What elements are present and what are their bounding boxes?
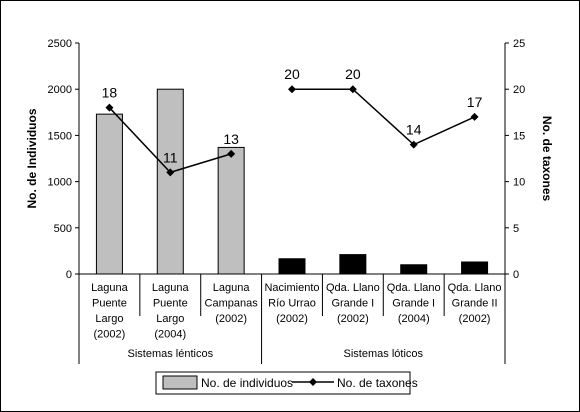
data-label: 13 xyxy=(223,131,239,147)
line-point xyxy=(409,140,418,149)
line-point xyxy=(105,103,114,112)
data-label: 20 xyxy=(284,66,300,82)
y2-tick-label: 5 xyxy=(513,223,519,235)
y-tick-label: 500 xyxy=(54,223,72,235)
category-label: (2004) xyxy=(154,329,186,341)
category-label: (2002) xyxy=(276,313,308,325)
y2-tick-label: 0 xyxy=(513,269,519,281)
category-label: (2004) xyxy=(398,313,430,325)
bar xyxy=(217,146,245,275)
y-tick-label: 1500 xyxy=(48,130,72,142)
category-label: Puente xyxy=(153,298,188,310)
category-label: Campanas xyxy=(205,298,259,310)
category-label: Largo xyxy=(95,313,123,325)
legend-swatch-bars xyxy=(162,375,198,390)
legend-swatch-marker xyxy=(309,378,317,386)
bar xyxy=(400,264,428,275)
legend-label: No. de individuos xyxy=(201,376,293,390)
data-label: 11 xyxy=(163,149,178,165)
y-tick-label: 0 xyxy=(66,269,72,281)
bar xyxy=(339,254,367,275)
category-label: Qda. Llano xyxy=(448,282,502,294)
category-label: Nacimiento xyxy=(264,282,319,294)
data-label: 14 xyxy=(406,122,422,138)
line-point xyxy=(348,85,357,94)
y2-tick-label: 15 xyxy=(513,130,525,142)
group-label: Sistemas lóticos xyxy=(344,348,424,360)
category-label: Río Urrao xyxy=(268,298,316,310)
category-label: (2002) xyxy=(337,313,369,325)
legend-box xyxy=(155,371,411,395)
y-tick-label: 1000 xyxy=(48,177,72,189)
y-tick-label: 2000 xyxy=(48,84,72,96)
category-label: Laguna xyxy=(91,282,129,294)
line-point xyxy=(470,112,479,121)
y2-tick-label: 10 xyxy=(513,177,525,189)
category-label: (2002) xyxy=(215,313,247,325)
category-label: Grande II xyxy=(452,298,498,310)
category-label: Laguna xyxy=(213,282,251,294)
category-label: (2002) xyxy=(459,313,491,325)
group-label: Sistemas lénticos xyxy=(127,348,213,360)
category-label: Largo xyxy=(156,313,184,325)
bar xyxy=(278,258,306,275)
line-point xyxy=(166,168,175,177)
bar xyxy=(156,88,184,275)
y2-tick-label: 20 xyxy=(513,84,525,96)
bar xyxy=(95,113,123,275)
data-label: 20 xyxy=(345,66,361,82)
y2-tick-label: 25 xyxy=(513,38,525,50)
legend-label: No. de taxones xyxy=(337,376,418,390)
y-tick-label: 2500 xyxy=(48,38,72,50)
category-label: Qda. Llano xyxy=(326,282,380,294)
series-line xyxy=(292,88,475,146)
data-label: 17 xyxy=(467,94,483,110)
y-axis-title: No. de Individuos xyxy=(25,108,39,208)
bar xyxy=(461,261,489,275)
category-label: Grande I xyxy=(392,298,435,310)
line-point xyxy=(227,149,236,158)
category-label: Laguna xyxy=(152,282,190,294)
category-label: Grande I xyxy=(331,298,374,310)
category-label: Puente xyxy=(92,298,127,310)
category-label: (2002) xyxy=(94,329,126,341)
data-label: 18 xyxy=(102,85,118,101)
y2-axis-title: No. de taxones xyxy=(540,116,554,202)
line-point xyxy=(288,85,296,94)
category-label: Qda. Llano xyxy=(387,282,441,294)
